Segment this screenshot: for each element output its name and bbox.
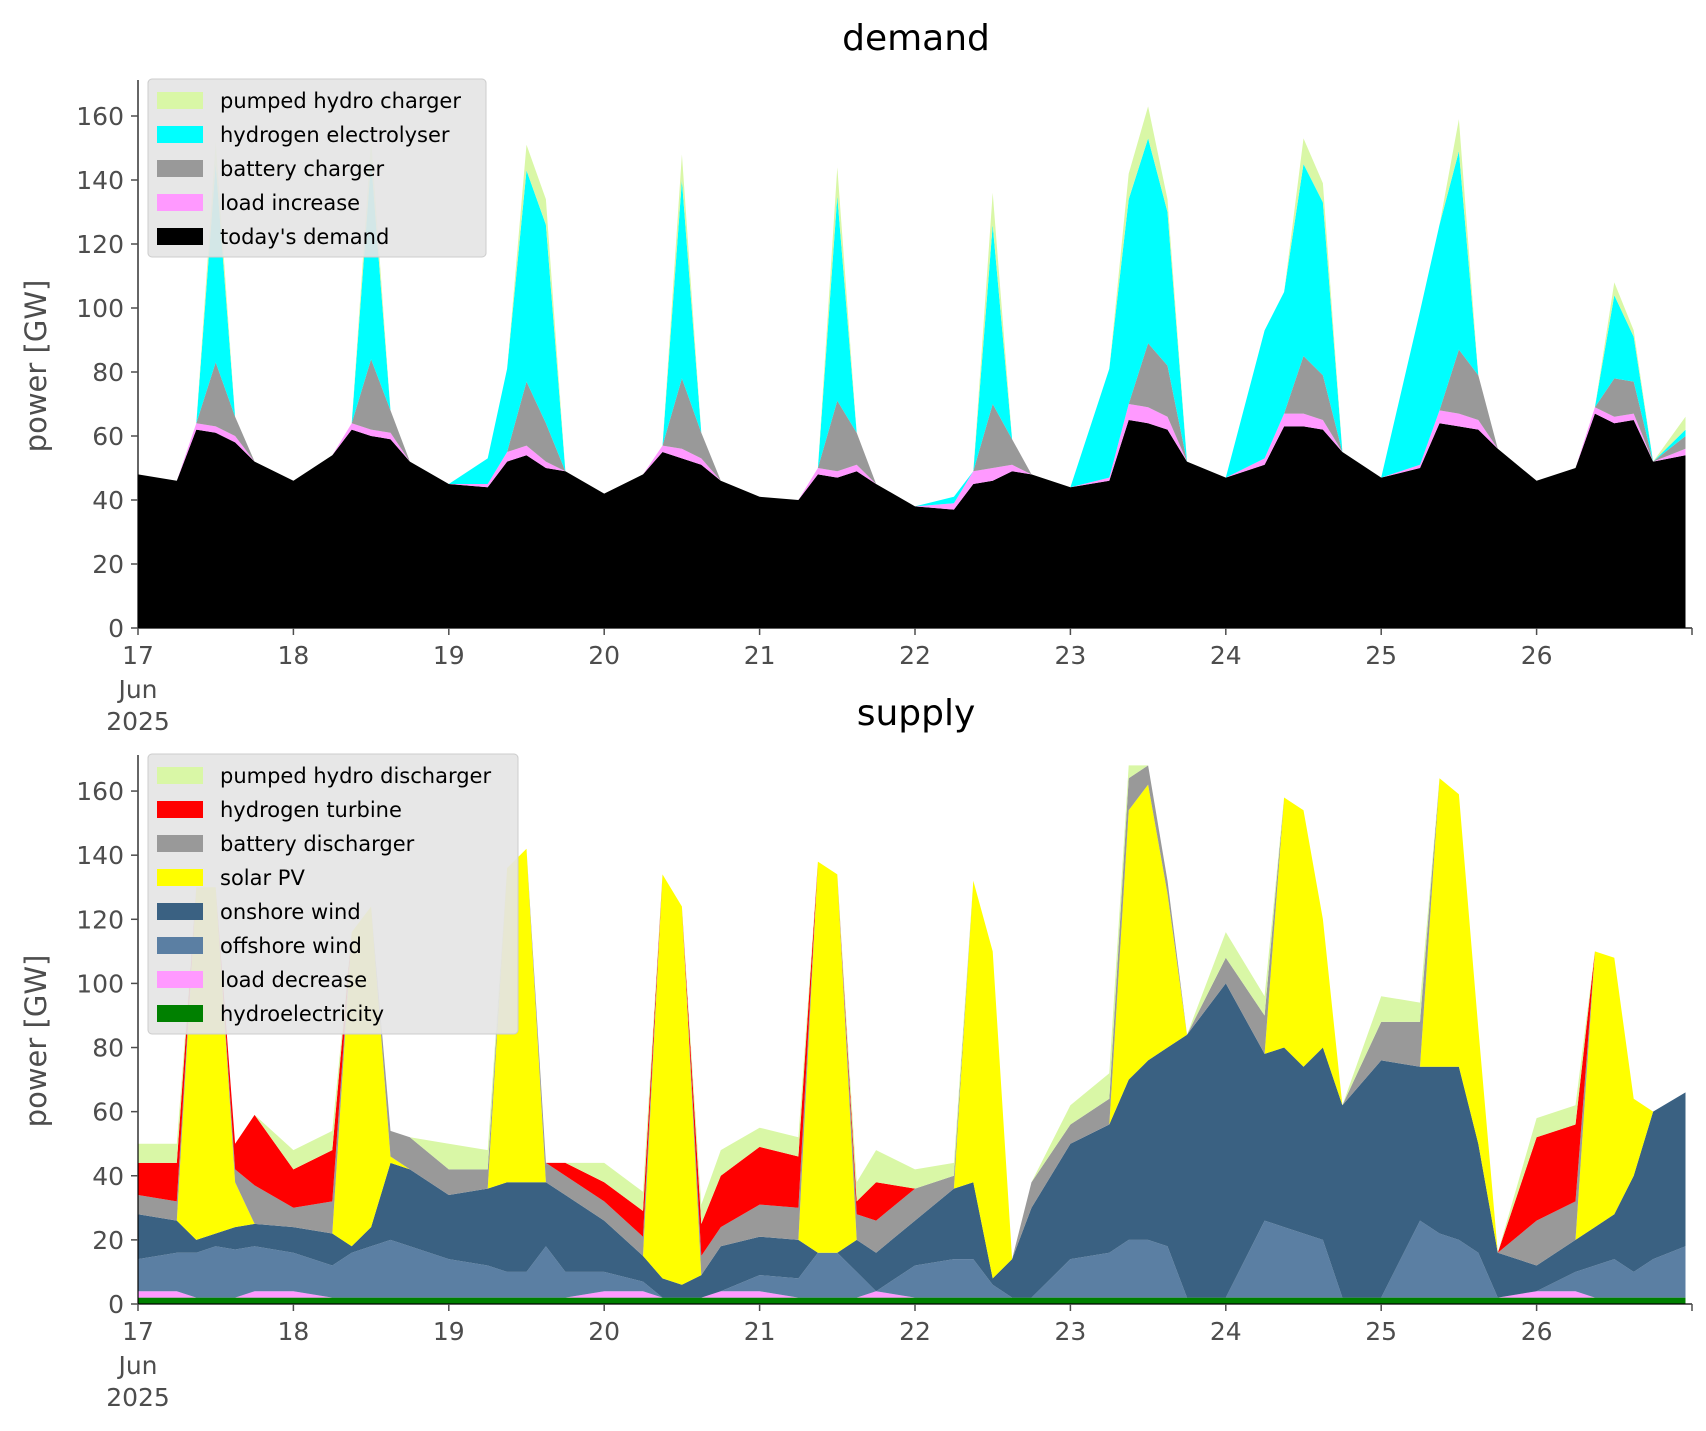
area-hydroelectricity [138, 1297, 1686, 1304]
x-tick-label: 19 [433, 1317, 465, 1346]
x-tick-sublabel: 2025 [106, 707, 170, 736]
legend-swatch-solar-pv [157, 869, 203, 886]
legend-label-load-decrease: load decrease [220, 968, 367, 992]
y-axis-label: power [GW] [19, 280, 53, 453]
legend-swatch-today-s-demand [157, 228, 203, 245]
legend-label-offshore-wind: offshore wind [220, 934, 362, 958]
legend-label-pumped-hydro-discharger: pumped hydro discharger [220, 764, 491, 788]
x-tick-label: 24 [1210, 1317, 1242, 1346]
supply-areas [138, 765, 1686, 1304]
legend-label-onshore-wind: onshore wind [220, 900, 361, 924]
x-tick-label: 17 [122, 641, 154, 670]
y-tick-label: 80 [92, 358, 124, 387]
area-offshore-wind [138, 1220, 1686, 1298]
x-tick-label: 25 [1365, 641, 1397, 670]
x-tick-label: 19 [433, 641, 465, 670]
x-tick-label: 21 [744, 1317, 776, 1346]
legend-label-battery-charger: battery charger [220, 157, 385, 181]
area-onshore-wind [138, 983, 1686, 1298]
chart-title: supply [857, 693, 976, 734]
legend-swatch-hydrogen-electrolyser [157, 126, 203, 143]
legend-frame [147, 753, 519, 1035]
legend-swatch-load-increase [157, 194, 203, 211]
x-tick-label: 26 [1521, 641, 1553, 670]
legend-swatch-pumped-hydro-discharger [157, 767, 203, 784]
y-axis-label: power [GW] [19, 955, 53, 1128]
y-tick-label: 140 [76, 841, 124, 870]
supply-legend: pumped hydro discharger hydrogen turbine b… [147, 753, 519, 1035]
x-tick-label: 22 [899, 1317, 931, 1346]
legend-label-today-s-demand: today's demand [220, 225, 389, 249]
demand-chart: demand power [GW] 0 20 40 60 80 100 120 140 160 1… [19, 18, 1693, 736]
area-solar-pv [138, 778, 1686, 1285]
legend-swatch-hydrogen-turbine [157, 801, 203, 818]
x-tick-label: 22 [899, 641, 931, 670]
y-tick-label: 60 [92, 422, 124, 451]
area-battery-charger [138, 343, 1686, 507]
legend-swatch-offshore-wind [157, 937, 203, 954]
demand-legend: pumped hydro charger hydrogen electrolyse… [147, 78, 487, 258]
legend-swatch-battery-discharger [157, 835, 203, 852]
x-tick-label: 25 [1365, 1317, 1397, 1346]
y-tick-label: 40 [92, 486, 124, 515]
legend-label-battery-discharger: battery discharger [220, 832, 415, 856]
legend-frame [147, 78, 487, 258]
y-tick-label: 80 [92, 1034, 124, 1063]
y-tick-label: 160 [76, 777, 124, 806]
x-tick-label: 20 [588, 641, 620, 670]
area-pumped-hydro-discharger [138, 765, 1686, 1260]
y-tick-label: 160 [76, 102, 124, 131]
legend-swatch-load-decrease [157, 971, 203, 988]
x-tick-label: 26 [1521, 1317, 1553, 1346]
y-tick-label: 120 [76, 230, 124, 259]
y-tick-label: 140 [76, 166, 124, 195]
legend-label-hydrogen-electrolyser: hydrogen electrolyser [220, 123, 450, 147]
y-tick-label: 100 [76, 294, 124, 323]
x-tick-label: 18 [277, 641, 309, 670]
y-tick-label: 120 [76, 905, 124, 934]
demand-areas [138, 106, 1686, 628]
x-tick-sublabel: 2025 [106, 1383, 170, 1412]
legend-label-hydroelectricity: hydroelectricity [220, 1002, 384, 1026]
area-hydrogen-electrolyser [138, 138, 1686, 507]
supply-axes: 0 20 40 60 80 100 120 140 160 17 Jun 2025 18 19 20 21 22… [76, 755, 1693, 1412]
x-tick-label: 23 [1054, 1317, 1086, 1346]
area-today-s-demand [138, 413, 1686, 628]
y-tick-label: 0 [108, 1290, 124, 1319]
x-tick-label: 20 [588, 1317, 620, 1346]
legend-label-pumped-hydro-charger: pumped hydro charger [220, 89, 461, 113]
y-tick-label: 20 [92, 550, 124, 579]
x-tick-label: 24 [1210, 641, 1242, 670]
x-tick-label: 18 [277, 1317, 309, 1346]
legend-swatch-battery-charger [157, 160, 203, 177]
area-hydrogen-turbine [138, 765, 1686, 1260]
y-tick-label: 40 [92, 1162, 124, 1191]
x-tick-label: 23 [1054, 641, 1086, 670]
y-tick-label: 20 [92, 1226, 124, 1255]
legend-label-solar-pv: solar PV [220, 866, 305, 890]
legend-swatch-onshore-wind [157, 903, 203, 920]
area-load-decrease [138, 1291, 1686, 1298]
y-tick-label: 60 [92, 1098, 124, 1127]
legend-swatch-pumped-hydro-charger [157, 92, 203, 109]
x-tick-label: 17 [122, 1317, 154, 1346]
demand-axes: 0 20 40 60 80 100 120 140 160 17 Jun 2025 18 19 20 21 22… [76, 80, 1693, 736]
area-battery-discharger [138, 765, 1686, 1276]
chart-title: demand [842, 18, 990, 59]
x-tick-sublabel: Jun [116, 675, 157, 704]
y-tick-label: 0 [108, 614, 124, 643]
supply-chart: supply power [GW] 0 20 40 60 80 100 120 140 160 1… [19, 693, 1693, 1412]
legend-label-load-increase: load increase [220, 191, 360, 215]
x-tick-label: 21 [744, 641, 776, 670]
legend-swatch-hydroelectricity [157, 1005, 203, 1022]
legend-label-hydrogen-turbine: hydrogen turbine [220, 798, 402, 822]
y-tick-label: 100 [76, 969, 124, 998]
x-tick-sublabel: Jun [116, 1351, 157, 1380]
